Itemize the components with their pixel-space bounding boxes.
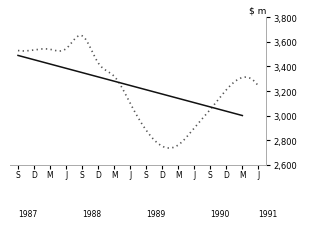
- Text: 1990: 1990: [210, 209, 230, 218]
- Text: 1989: 1989: [146, 209, 166, 218]
- Text: 1987: 1987: [18, 209, 37, 218]
- Text: $ m: $ m: [249, 6, 266, 15]
- Text: 1988: 1988: [82, 209, 101, 218]
- Text: 1991: 1991: [258, 209, 278, 218]
